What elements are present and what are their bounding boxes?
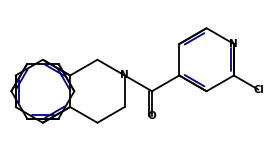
Text: N: N [230, 39, 238, 49]
Text: N: N [120, 71, 129, 80]
Text: Cl: Cl [253, 85, 264, 95]
Text: O: O [148, 111, 156, 121]
